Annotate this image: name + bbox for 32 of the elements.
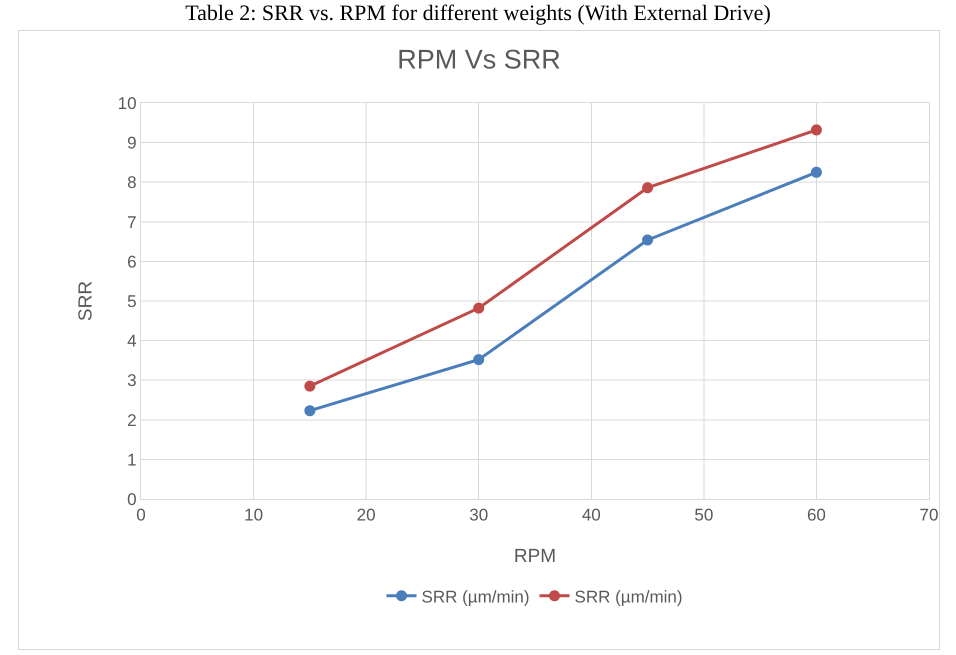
legend-label: SRR (µm/min) <box>422 587 530 606</box>
y-tick-label: 3 <box>127 371 137 390</box>
y-tick-label: 8 <box>127 173 137 192</box>
y-tick-label: 9 <box>127 134 137 153</box>
point <box>473 302 484 314</box>
point <box>810 166 822 178</box>
y-axis-title: SRR <box>76 280 97 322</box>
legend-label: SRR (µm/min) <box>574 587 683 606</box>
point <box>473 354 484 366</box>
y-tick-label: 7 <box>127 212 137 232</box>
x-tick-label: 70 <box>920 505 938 524</box>
x-tick-label: 10 <box>244 505 264 524</box>
caption: Table 2: SRR vs. RPM for different weights (With External Drive) <box>184 0 772 26</box>
x-tick-label: 40 <box>582 505 601 524</box>
y-tick-label: 1 <box>127 450 137 470</box>
x-tick-label: 50 <box>694 505 714 524</box>
y-tick-label: 4 <box>127 332 137 351</box>
point <box>810 124 822 136</box>
x-tick-label: 60 <box>806 505 826 524</box>
x-axis-title: RPM <box>514 546 556 568</box>
y-tick-label: 6 <box>127 252 137 272</box>
y-tick-label: 5 <box>127 292 137 311</box>
y-tick-label: 10 <box>118 94 137 113</box>
chart-title: RPM Vs SRR <box>397 44 561 74</box>
y-tick-label: 0 <box>127 490 137 509</box>
x-tick-label: 30 <box>469 505 488 524</box>
y-tick-label: 2 <box>127 410 137 430</box>
point <box>304 380 316 392</box>
point <box>642 234 654 246</box>
x-tick-label: 20 <box>356 505 376 524</box>
point <box>642 182 654 194</box>
point <box>304 405 316 416</box>
